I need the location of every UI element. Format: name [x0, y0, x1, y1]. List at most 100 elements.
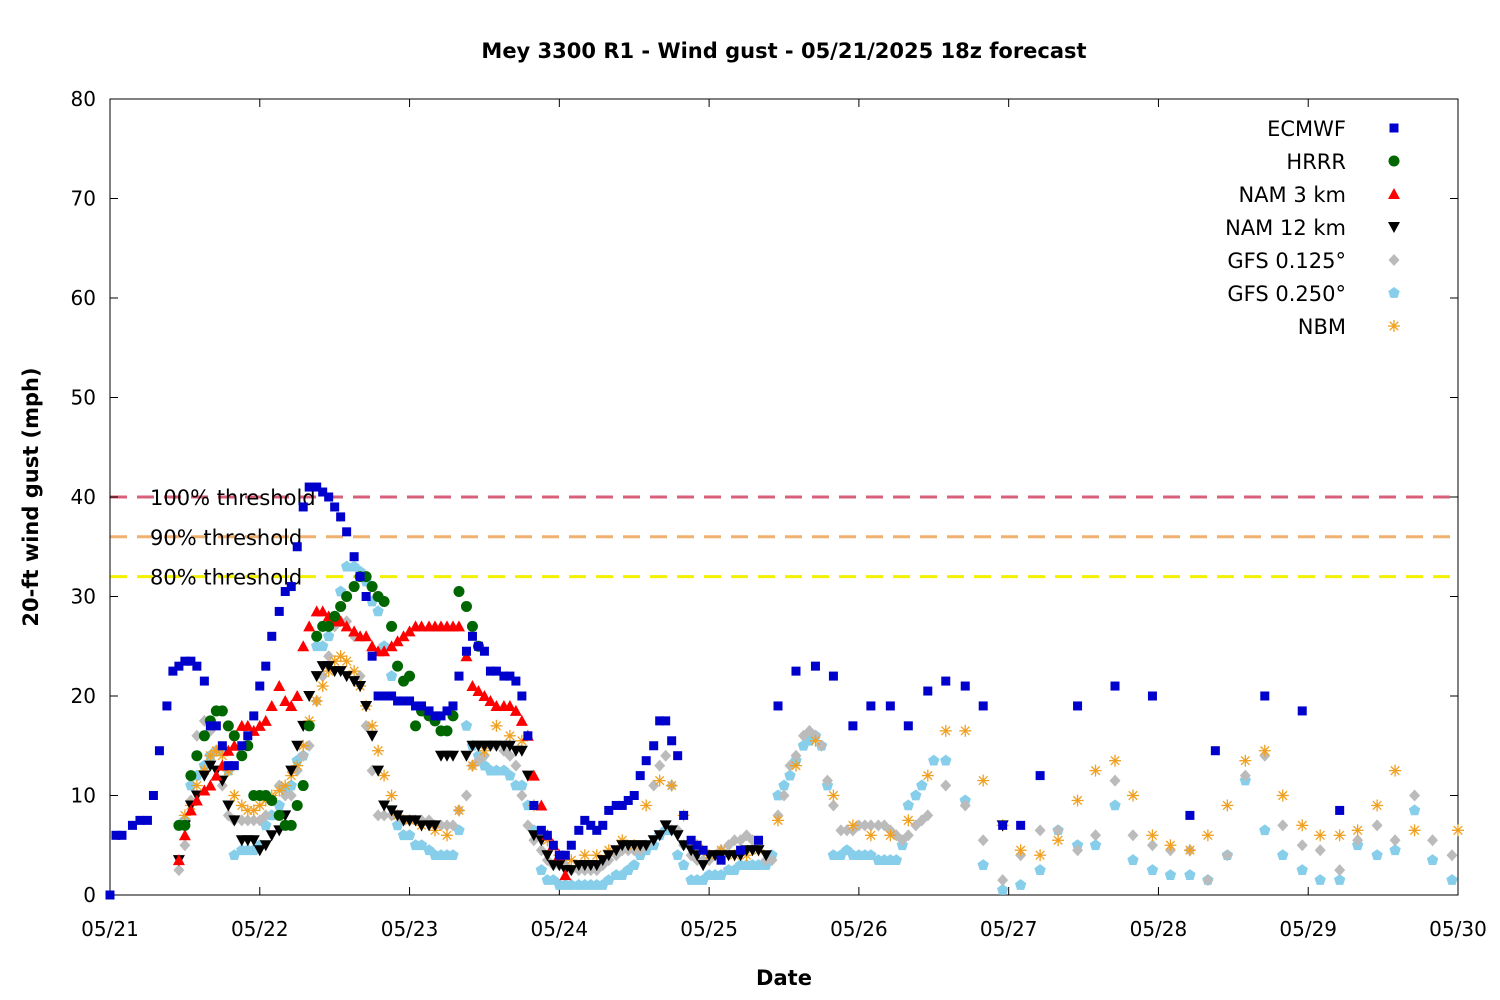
data-point — [399, 696, 409, 706]
data-point — [473, 641, 483, 651]
data-point — [105, 890, 115, 900]
data-point — [461, 646, 471, 656]
data-point — [303, 720, 315, 732]
data-point — [517, 691, 527, 701]
data-point — [323, 620, 335, 632]
data-point — [835, 824, 847, 837]
data-point — [977, 774, 990, 787]
data-point — [1314, 829, 1327, 842]
data-point — [698, 845, 708, 855]
data-point — [628, 859, 640, 870]
data-point — [959, 799, 971, 812]
data-point — [179, 819, 191, 831]
data-point — [267, 631, 277, 641]
data-point — [248, 814, 260, 827]
data-point — [460, 719, 473, 731]
data-point — [304, 482, 314, 492]
data-point — [1052, 834, 1065, 847]
data-point — [1127, 829, 1139, 842]
data-point — [286, 582, 296, 592]
data-point — [484, 694, 497, 706]
x-axis: 05/21 05/22 05/23 05/24 05/25 05/26 05/27 05/28… — [81, 99, 1487, 941]
data-point — [373, 691, 383, 701]
data-point — [355, 572, 365, 582]
data-point — [580, 815, 590, 825]
data-point — [342, 527, 352, 537]
data-point — [168, 666, 178, 676]
data-point — [466, 759, 479, 772]
data-point — [977, 859, 989, 870]
data-point — [928, 754, 940, 766]
data-point — [179, 839, 191, 852]
y-tick-label: 10 — [71, 784, 96, 808]
x-tick-label: 05/27 — [980, 917, 1038, 941]
data-point — [841, 824, 853, 837]
data-point — [297, 749, 309, 762]
data-point — [217, 741, 227, 751]
legend-label: NBM — [1298, 315, 1346, 339]
data-point — [1314, 874, 1326, 885]
data-point — [335, 600, 347, 612]
legend-label: NAM 3 km — [1238, 183, 1346, 207]
data-point — [559, 869, 572, 881]
data-point — [1426, 854, 1439, 866]
data-point — [1202, 874, 1214, 887]
data-point — [340, 655, 353, 668]
data-point — [665, 825, 678, 837]
data-point — [292, 542, 302, 552]
data-point — [190, 779, 203, 792]
data-point — [1035, 771, 1045, 781]
data-point — [939, 724, 952, 737]
data-point — [260, 809, 272, 822]
data-point — [603, 874, 615, 885]
data-point — [635, 771, 645, 781]
data-point — [228, 730, 240, 742]
data-point — [1201, 829, 1214, 842]
data-point — [778, 779, 790, 791]
data-point — [654, 759, 666, 772]
data-point — [312, 482, 322, 492]
data-point — [348, 676, 361, 688]
data-point — [692, 840, 702, 850]
y-axis: 0 10 20 30 40 50 60 70 80 — [71, 87, 1458, 907]
data-point — [378, 809, 390, 822]
data-point — [1371, 819, 1383, 832]
data-point — [590, 860, 603, 872]
data-point — [660, 749, 672, 762]
data-point — [490, 764, 503, 776]
data-point — [1146, 864, 1159, 875]
data-point — [467, 631, 477, 641]
data-point — [623, 795, 633, 805]
data-point — [667, 736, 677, 746]
data-point — [872, 819, 884, 832]
data-point — [515, 714, 528, 726]
x-axis-label: Date — [756, 966, 812, 990]
data-point — [827, 789, 840, 802]
data-point — [1147, 691, 1157, 701]
data-point — [322, 630, 335, 642]
data-point — [653, 774, 666, 787]
data-point — [341, 591, 353, 602]
data-point — [148, 791, 158, 800]
data-point — [261, 661, 271, 671]
data-point — [996, 884, 1009, 895]
data-point — [1333, 829, 1346, 842]
data-point — [198, 730, 210, 742]
data-point — [273, 680, 286, 692]
data-point — [661, 716, 671, 726]
data-point — [1073, 701, 1083, 711]
data-point — [1296, 839, 1308, 852]
data-point — [253, 799, 266, 812]
data-point — [1446, 874, 1458, 885]
data-point — [1276, 789, 1289, 802]
legend-marker — [1389, 123, 1399, 133]
y-tick-label: 20 — [71, 684, 96, 708]
data-point — [228, 789, 241, 802]
data-point — [447, 849, 459, 861]
data-point — [885, 701, 895, 711]
data-point — [890, 854, 903, 866]
data-point — [279, 694, 292, 706]
legend-marker — [1388, 287, 1400, 298]
data-point — [391, 635, 404, 647]
data-point — [565, 865, 578, 877]
